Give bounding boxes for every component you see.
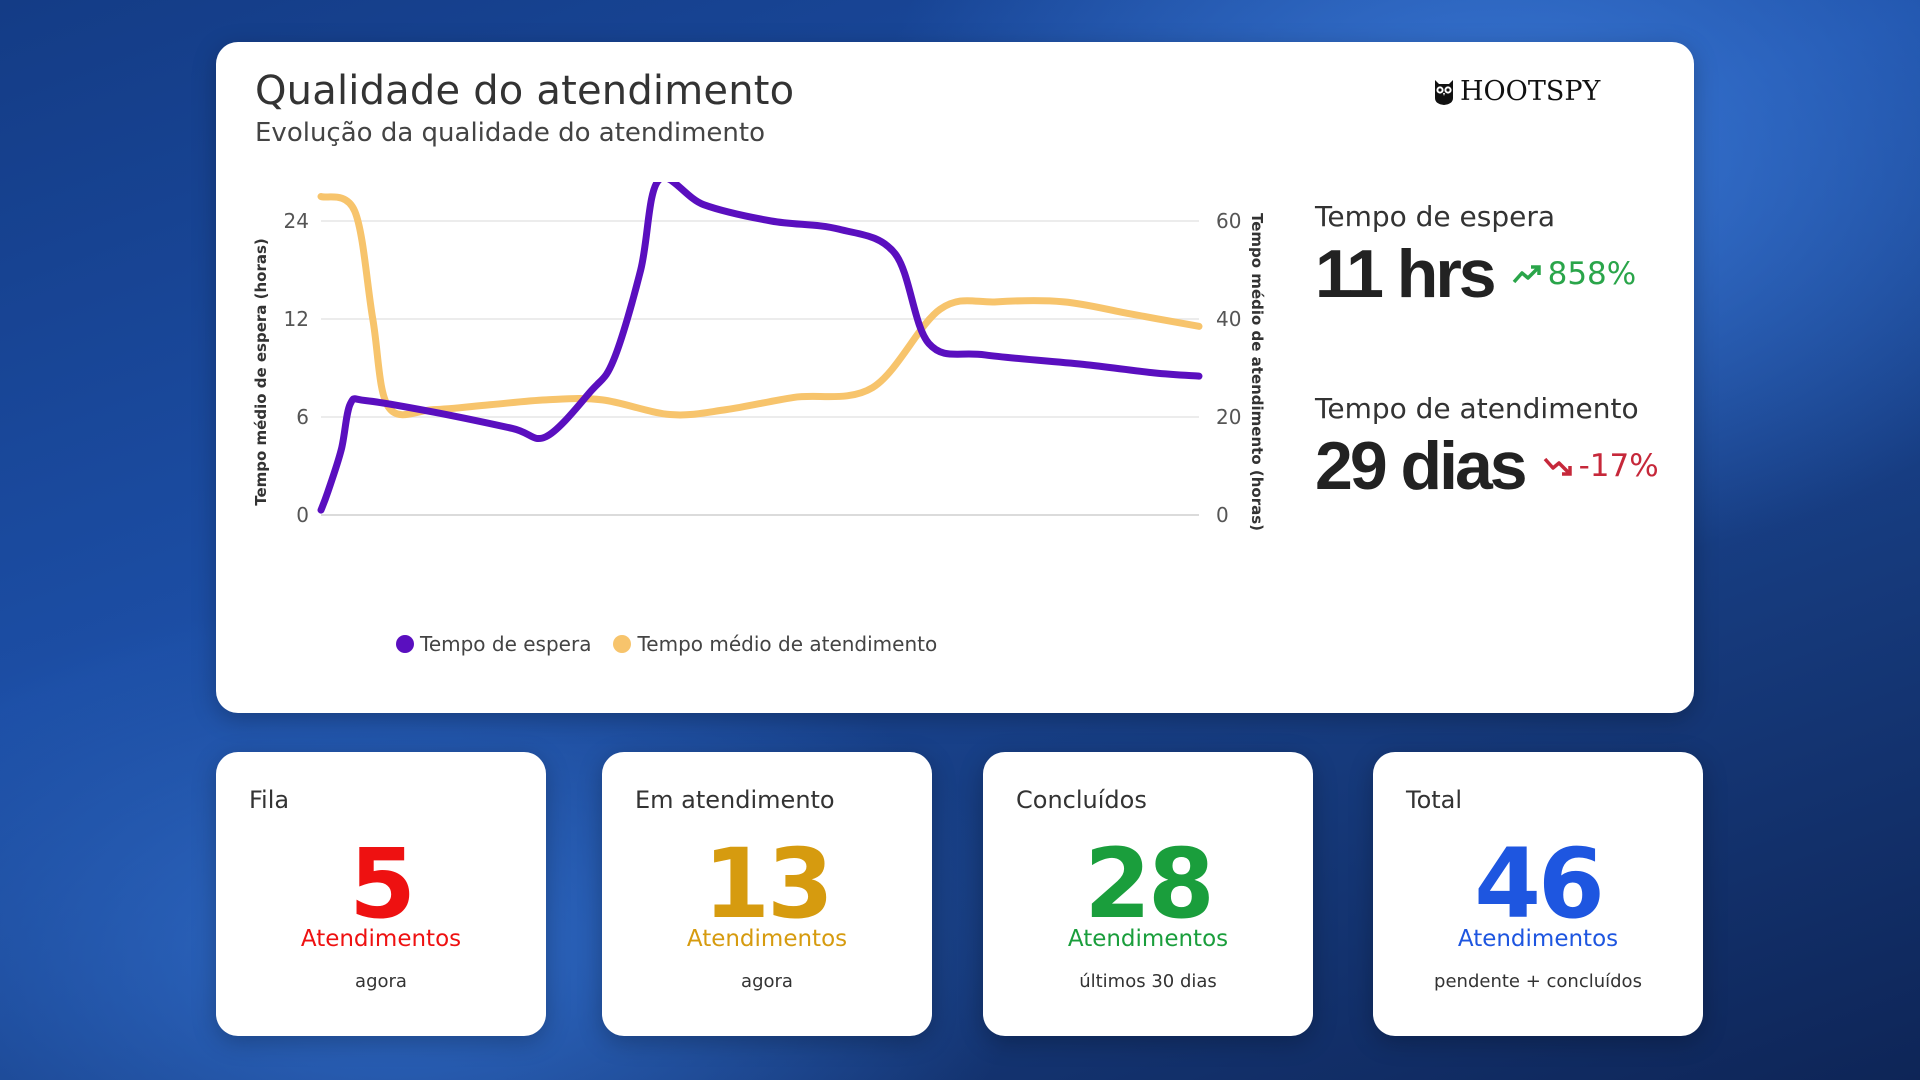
legend-swatch-atendimento [613,635,632,653]
series-line-tempo-de-espera [317,182,1203,514]
kpi-value: 11 hrs [1315,236,1497,312]
stat-unit: Atendimentos [686,926,848,952]
quality-line-chart: 00620124024603080Tempo médio de espera (… [252,182,1266,531]
stat-card-total: Total 46 Atendimentos pendente + concluí… [1373,752,1703,1036]
logo-text: HOOTSPY [1460,76,1601,107]
stat-subtext: agora [741,971,793,992]
stat-value: 46 [1474,828,1605,940]
legend-label-espera: Tempo de espera [420,632,592,656]
stat-value: 5 [349,828,416,940]
right-axis-label: Tempo médio de atendimento (horas) [1248,213,1266,531]
kpi-tempo-espera: Tempo de espera 11 hrs 858% [1315,200,1636,313]
stat-subtext: últimos 30 dias [1079,971,1217,992]
stat-label: Concluídos [1016,786,1147,814]
page-title: Qualidade do atendimento [255,68,795,114]
left-tick-label: 6 [296,405,309,429]
legend-item-espera: Tempo de espera [396,632,591,656]
stat-unit: Atendimentos [300,926,462,952]
stat-unit: Atendimentos [1457,926,1619,952]
stat-unit: Atendimentos [1067,926,1229,952]
stat-card-concluidos: Concluídos 28 Atendimentos últimos 30 di… [983,752,1313,1036]
trending-down-icon [1543,457,1572,476]
quality-card: Qualidade do atendimento Evolução da qua… [216,42,1694,713]
kpi-tempo-atendimento: Tempo de atendimento 29 dias -17% [1315,392,1659,505]
owl-icon [1435,79,1453,105]
left-tick-label: 24 [284,209,309,233]
stat-label: Total [1406,786,1463,814]
kpi-label: Tempo de espera [1315,200,1556,233]
page-subtitle: Evolução da qualidade do atendimento [255,118,765,148]
right-tick-label: 40 [1216,307,1241,331]
stat-label: Em atendimento [635,786,835,814]
left-axis-label: Tempo médio de espera (horas) [252,238,270,506]
left-tick-label: 0 [296,503,309,527]
stat-card-fila: Fila 5 Atendimentos agora [216,752,546,1036]
stat-label: Fila [249,786,290,814]
kpi-change-value: -17% [1578,448,1659,484]
series-line-tempo-medio-atendimento [317,193,1203,419]
kpi-change: 858% [1512,256,1637,292]
right-tick-label: 20 [1216,405,1241,429]
kpi-change: -17% [1543,448,1659,484]
legend-swatch-espera [396,635,414,653]
stat-value: 28 [1084,828,1215,940]
hootspy-logo: HOOTSPY [1432,76,1600,107]
stat-value: 13 [703,828,834,940]
kpi-label: Tempo de atendimento [1315,392,1639,425]
legend-item-atendimento: Tempo médio de atendimento [613,632,937,656]
stat-subtext: agora [355,971,407,992]
stat-card-em-atendimento: Em atendimento 13 Atendimentos agora [602,752,932,1036]
chart-legend: Tempo de espera Tempo médio de atendimen… [396,632,937,656]
legend-label-atendimento: Tempo médio de atendimento [637,632,938,656]
left-tick-label: 12 [284,307,309,331]
right-tick-label: 0 [1216,503,1229,527]
stat-subtext: pendente + concluídos [1434,971,1642,992]
kpi-change-value: 858% [1547,256,1637,292]
trending-up-icon [1512,265,1541,284]
kpi-value: 29 dias [1315,428,1528,504]
right-tick-label: 60 [1216,209,1241,233]
